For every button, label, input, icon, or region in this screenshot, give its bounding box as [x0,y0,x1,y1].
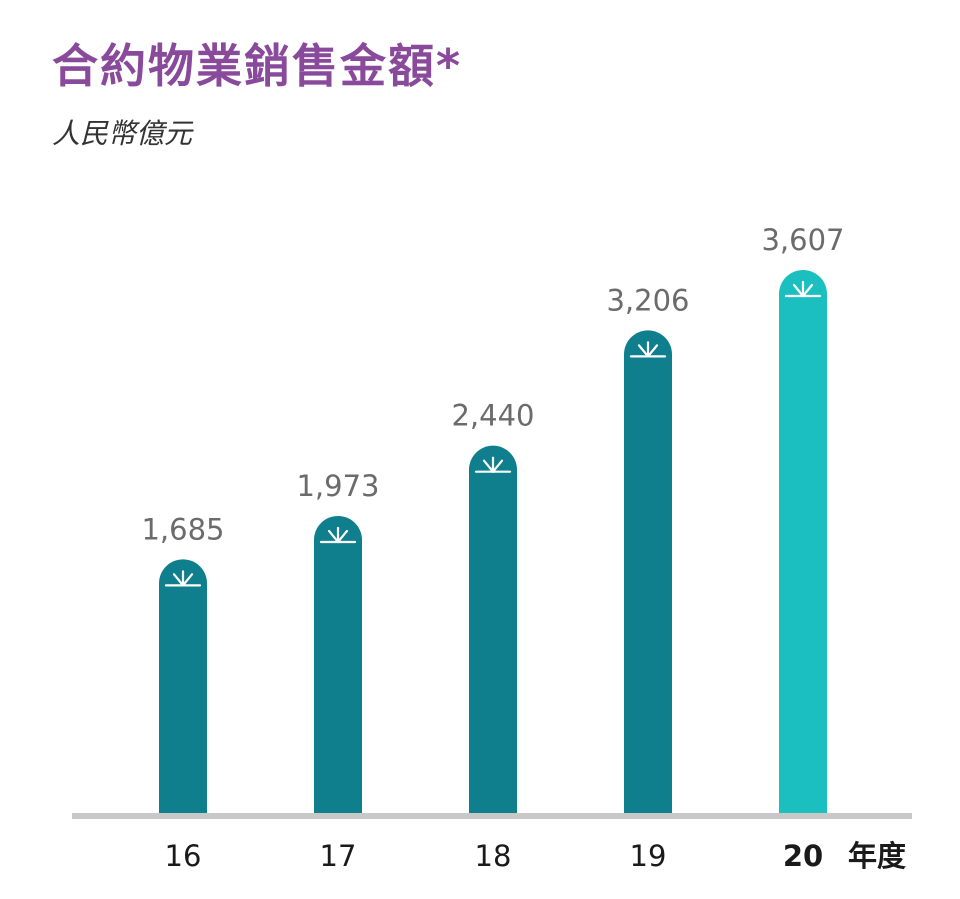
sprout-icon [474,456,512,473]
bars-group [159,270,827,813]
bar-19 [624,330,672,813]
bar-18 [469,445,517,813]
value-label-18: 2,440 [451,399,534,433]
value-label-19: 3,206 [606,283,689,317]
x-tick-label-19: 19 [630,839,667,873]
x-tick-label-18: 18 [475,839,512,873]
bar-20 [779,270,827,813]
sprout-icon [319,526,357,544]
value-label-17: 1,973 [296,469,379,503]
chart-unit-label: 人民幣億元 [52,117,193,150]
sprout-icon [629,341,667,358]
value-label-20: 3,607 [761,223,844,257]
value-label-16: 1,685 [141,512,224,546]
x-tick-label-16: 16 [165,839,202,873]
x-tick-label-17: 17 [320,839,357,873]
bar-17 [314,515,362,813]
chart-title: 合約物業銷售金額* [52,39,463,93]
sprout-icon [784,280,822,298]
sprout-icon [164,570,202,587]
bar-16 [159,559,207,813]
x-axis-unit-label: 年度 [848,839,906,873]
labels-group: 1,685 16 1,973 17 2,440 18 3,206 19 3,607 20 [141,223,844,873]
x-tick-label-20: 20 [783,839,823,873]
